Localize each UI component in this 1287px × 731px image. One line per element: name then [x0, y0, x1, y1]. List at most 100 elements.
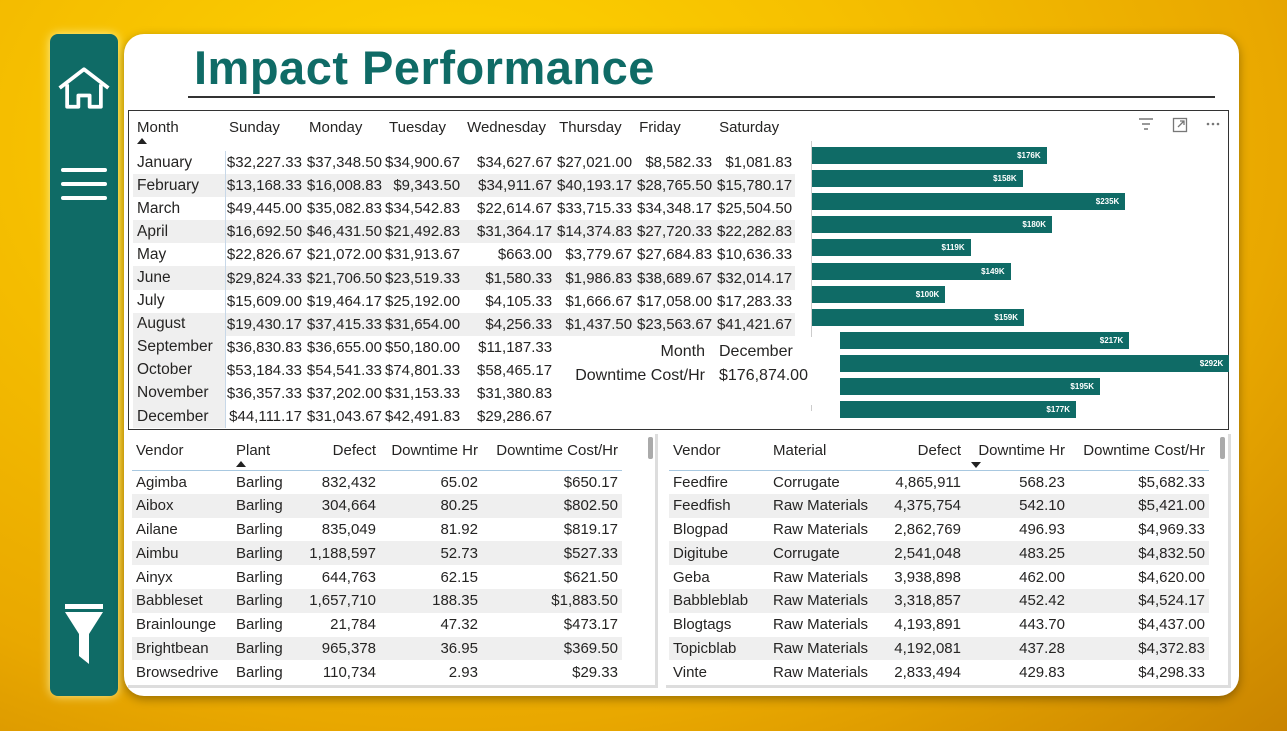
matrix-value-cell: $25,504.50 — [717, 200, 793, 218]
matrix-row: August $19,430.17 $37,415.33 $31,654.00 $4,2… — [133, 312, 796, 336]
matrix-header[interactable]: Saturday — [715, 115, 795, 151]
table-row: Vinte Raw Materials 2,833,494 429.83 $4,298.… — [669, 660, 1209, 684]
table-row: Blogtags Raw Materials 4,193,891 443.70 $4,4… — [669, 613, 1209, 637]
matrix-value-cell: $16,692.50 — [226, 223, 302, 241]
matrix-month-cell: April — [133, 220, 226, 244]
table-cell: 496.93 — [1019, 520, 1065, 538]
matrix-month-cell: November — [133, 381, 226, 406]
bar-january[interactable]: $176K — [812, 147, 1047, 164]
column-header[interactable]: Material — [769, 438, 881, 471]
matrix-header[interactable]: Wednesday — [463, 115, 555, 151]
table-cell: 4,375,754 — [894, 497, 961, 515]
matrix-month-cell: July — [133, 289, 226, 313]
bar-november[interactable]: $195K — [840, 378, 1100, 395]
table-cell: Feedfire — [673, 473, 729, 491]
sidebar — [50, 34, 118, 696]
table-cell: Aibox — [136, 497, 174, 515]
matrix-header[interactable]: Monday — [305, 115, 385, 151]
table-cell: $29.33 — [572, 663, 618, 681]
matrix-value-cell: $11,187.33 — [478, 338, 553, 356]
table-cell: Topicblab — [673, 639, 737, 657]
table-cell: $819.17 — [563, 520, 618, 538]
matrix-value-cell: $31,153.33 — [385, 384, 461, 402]
table-cell: 832,432 — [321, 473, 376, 491]
table-cell: Aimbu — [136, 544, 179, 562]
bar-october[interactable]: $292K — [840, 354, 1230, 372]
matrix-value-cell: $29,286.67 — [477, 408, 553, 426]
matrix-value-cell — [715, 405, 795, 428]
table-cell: $4,437.00 — [1138, 616, 1205, 634]
table-cell: $1,883.50 — [551, 592, 618, 610]
matrix-value-cell: $9,343.50 — [393, 177, 461, 195]
table-cell: Vinte — [673, 663, 707, 681]
matrix-value-cell: $50,180.00 — [385, 338, 461, 356]
table-cell: Babbleset — [136, 592, 203, 610]
material-table-scrollbar[interactable] — [1220, 437, 1225, 459]
column-header[interactable]: Vendor — [669, 438, 769, 471]
more-options-icon[interactable] — [1206, 117, 1220, 138]
table-cell: $4,620.00 — [1138, 568, 1205, 586]
column-header[interactable]: Defect — [304, 438, 380, 471]
matrix-table: Month Sunday Monday Tuesday Wednesday Thursda… — [133, 115, 796, 429]
bar-may[interactable]: $119K — [812, 239, 971, 257]
bar-july[interactable]: $100K — [812, 285, 946, 303]
bar-september[interactable]: $217K — [840, 331, 1130, 349]
matrix-row: May $22,826.67 $21,072.00 $31,913.67 $663.00… — [133, 243, 795, 267]
tooltip-cost-value: $176,874.00 — [719, 367, 808, 384]
matrix-row: January $32,227.33 $37,348.50 $34,900.67 $34… — [133, 151, 795, 175]
filter-lines-icon[interactable] — [1138, 117, 1154, 138]
bar-march[interactable]: $235K — [812, 193, 1126, 211]
matrix-header[interactable]: Thursday — [555, 115, 635, 151]
matrix-value-cell: $36,357.33 — [226, 384, 302, 402]
table-cell: $4,969.33 — [1138, 520, 1205, 538]
visual-toolbar — [1138, 117, 1220, 138]
column-header-label: Vendor — [673, 442, 721, 459]
column-header[interactable]: Downtime Hr — [965, 438, 1069, 471]
menu-icon[interactable] — [54, 166, 114, 202]
table-cell: $4,524.17 — [1138, 592, 1205, 610]
table-cell: 542.10 — [1019, 497, 1065, 515]
matrix-value-cell: $31,913.67 — [385, 246, 461, 264]
table-cell: 52.73 — [440, 544, 478, 562]
matrix-value-cell: $8,582.33 — [645, 154, 713, 172]
table-cell: 21,784 — [330, 616, 376, 634]
table-cell: 4,192,081 — [894, 639, 961, 657]
matrix-value-cell: $53,184.33 — [226, 361, 302, 379]
table-cell: Raw Materials — [773, 639, 869, 657]
matrix-value-cell: $44,111.17 — [229, 408, 302, 426]
column-header[interactable]: Downtime Hr — [380, 438, 482, 471]
bar-june[interactable]: $149K — [812, 262, 1011, 280]
bar-december[interactable]: $177K — [840, 401, 1076, 419]
bar-august[interactable]: $159K — [812, 308, 1024, 326]
matrix-header[interactable]: Friday — [635, 115, 715, 151]
matrix-header[interactable]: Sunday — [225, 115, 305, 151]
table-cell: Barling — [236, 592, 283, 610]
table-cell: Corrugate — [773, 544, 840, 562]
matrix-value-cell: $25,192.00 — [385, 292, 461, 310]
matrix-header[interactable]: Month — [133, 115, 225, 151]
matrix-value-cell: $19,464.17 — [306, 292, 382, 310]
table-cell: 965,378 — [321, 639, 376, 657]
column-header[interactable]: Defect — [881, 438, 965, 471]
column-header-label: Downtime Cost/Hr — [496, 442, 618, 459]
column-header[interactable]: Vendor — [132, 438, 232, 471]
table-cell: 437.28 — [1019, 639, 1065, 657]
matrix-value-cell: $58,465.17 — [477, 361, 553, 379]
table-row: Digitube Corrugate 2,541,048 483.25 $4,832.5… — [669, 541, 1209, 566]
home-icon[interactable] — [54, 64, 114, 112]
column-header[interactable]: Plant — [232, 438, 304, 471]
matrix-header[interactable]: Tuesday — [385, 115, 463, 151]
column-header[interactable]: Downtime Cost/Hr — [482, 438, 622, 471]
table-cell: $527.33 — [563, 544, 618, 562]
bar-february[interactable]: $158K — [812, 170, 1023, 188]
matrix-row: October $53,184.33 $54,541.33 $74,801.33 $58… — [133, 358, 795, 382]
matrix-row: June $29,824.33 $21,706.50 $23,519.33 $1,580… — [133, 266, 796, 290]
filter-icon[interactable] — [54, 602, 114, 666]
focus-mode-icon[interactable] — [1172, 117, 1188, 138]
column-header[interactable]: Downtime Cost/Hr — [1069, 438, 1209, 471]
table-cell: Digitube — [673, 544, 729, 562]
table-cell: Raw Materials — [773, 520, 869, 538]
plant-table-scrollbar[interactable] — [648, 437, 653, 459]
matrix-value-cell: $17,283.33 — [717, 292, 793, 310]
bar-april[interactable]: $180K — [812, 216, 1052, 234]
